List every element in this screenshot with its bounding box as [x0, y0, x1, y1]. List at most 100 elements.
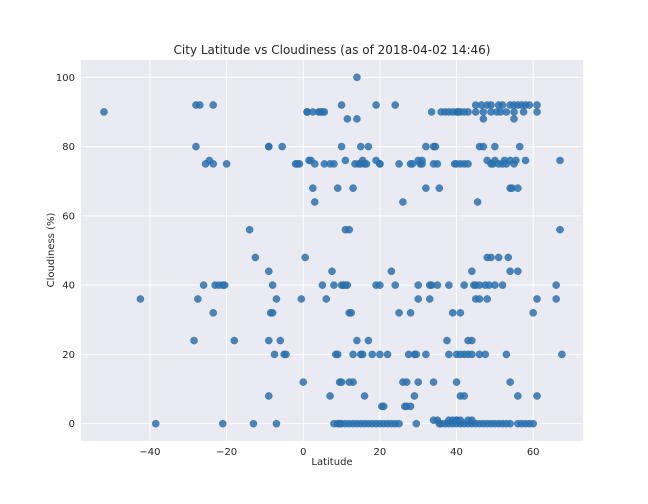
data-point	[326, 392, 334, 400]
data-point	[468, 336, 476, 345]
data-point	[249, 419, 258, 428]
data-point	[529, 309, 538, 317]
data-point	[330, 160, 338, 168]
data-point	[525, 101, 534, 109]
data-point	[502, 108, 511, 116]
data-point	[376, 281, 384, 289]
data-point	[558, 350, 566, 359]
data-point	[310, 198, 319, 206]
data-point	[406, 309, 415, 317]
data-point	[456, 416, 465, 425]
data-point	[349, 350, 357, 359]
data-point	[408, 160, 417, 168]
data-point	[514, 392, 522, 400]
data-point	[402, 378, 411, 386]
data-point	[506, 419, 515, 428]
data-point	[100, 108, 108, 116]
data-point	[433, 160, 442, 168]
data-point	[515, 142, 524, 151]
x-tick-label: 60	[527, 447, 540, 458]
data-point	[341, 156, 350, 165]
data-point	[333, 184, 342, 192]
data-point	[192, 142, 200, 151]
data-point	[395, 309, 403, 317]
data-point	[479, 142, 488, 151]
data-point	[435, 184, 444, 192]
data-point	[310, 160, 319, 168]
data-point	[268, 281, 277, 289]
x-tick-label: −40	[139, 447, 160, 458]
data-point	[318, 281, 327, 289]
data-point	[504, 253, 513, 262]
data-point	[422, 184, 430, 192]
data-point	[445, 281, 453, 289]
data-point	[556, 225, 564, 234]
data-point	[194, 295, 202, 303]
data-point	[347, 309, 356, 317]
data-point	[195, 101, 204, 109]
data-point	[264, 142, 273, 151]
data-point	[464, 108, 472, 116]
data-point	[245, 225, 254, 234]
data-point	[494, 253, 503, 262]
data-point	[460, 281, 469, 289]
data-point	[431, 142, 440, 151]
data-point	[471, 108, 480, 116]
data-point	[297, 295, 306, 303]
data-point	[479, 115, 488, 123]
data-point	[230, 336, 239, 345]
data-point	[456, 309, 465, 317]
data-point	[552, 295, 561, 303]
data-point	[418, 156, 426, 165]
data-point	[337, 142, 346, 151]
data-point	[414, 378, 423, 386]
data-point	[360, 392, 369, 400]
data-point	[456, 350, 465, 359]
data-point	[264, 392, 273, 400]
y-tick-label: 60	[62, 211, 75, 222]
data-point	[343, 281, 352, 289]
data-point	[498, 101, 507, 109]
y-tick-label: 80	[62, 142, 75, 153]
y-axis-label: Cloudiness (%)	[46, 213, 57, 288]
data-point	[356, 142, 365, 151]
data-point	[322, 295, 331, 303]
data-point	[222, 160, 231, 168]
data-point	[209, 160, 218, 168]
data-point	[362, 160, 371, 168]
data-point	[282, 350, 290, 359]
data-point	[395, 419, 403, 428]
data-point	[151, 419, 160, 428]
x-axis-label: Latitude	[311, 457, 352, 468]
data-point	[333, 350, 342, 359]
data-point	[533, 392, 541, 400]
data-point	[443, 336, 451, 345]
data-point	[349, 184, 357, 192]
data-point	[353, 336, 361, 345]
data-point	[320, 108, 329, 116]
data-point	[391, 101, 400, 109]
data-point	[276, 336, 285, 345]
data-point	[473, 198, 482, 206]
data-point	[199, 281, 208, 289]
data-point	[498, 281, 507, 289]
data-point	[468, 350, 476, 359]
data-point	[264, 267, 273, 276]
data-point	[268, 309, 277, 317]
data-point	[533, 108, 541, 116]
x-tick-label: 20	[374, 447, 387, 458]
data-point	[328, 267, 336, 276]
data-point	[136, 295, 145, 303]
y-tick-label: 0	[69, 419, 75, 430]
data-point	[491, 142, 499, 151]
data-point	[422, 350, 430, 359]
data-point	[514, 267, 522, 276]
data-point	[301, 253, 310, 262]
grid-lines	[81, 60, 583, 441]
data-point	[429, 378, 438, 386]
data-point	[487, 101, 495, 109]
data-point	[308, 184, 317, 192]
data-point	[519, 108, 528, 116]
data-point	[491, 281, 499, 289]
data-point	[533, 101, 541, 109]
